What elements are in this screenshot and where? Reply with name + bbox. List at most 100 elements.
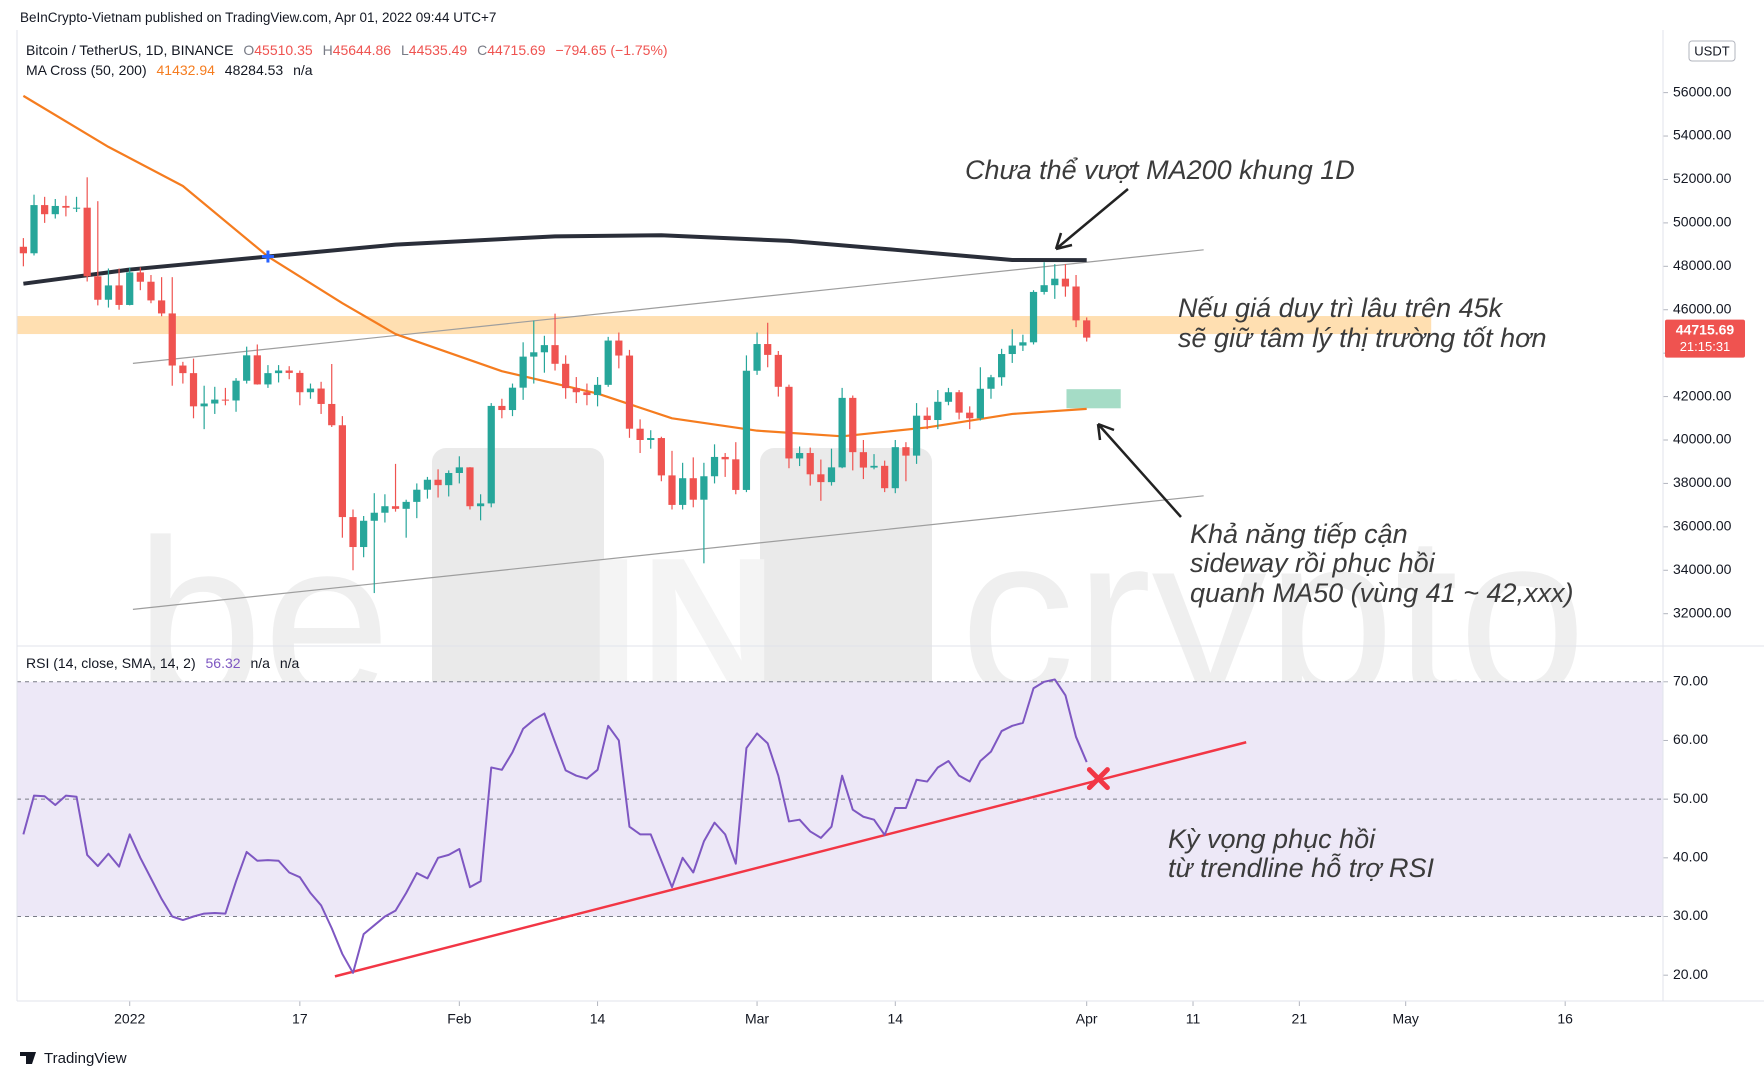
price-tag: [1665, 319, 1745, 358]
candle-body: [657, 438, 665, 476]
y-tick-label: 40000.00: [1673, 431, 1732, 447]
candle-body: [1051, 278, 1059, 286]
trendline: [132, 249, 1204, 364]
candle-body: [147, 281, 155, 301]
x-tick-label: 2022: [114, 1011, 145, 1027]
ma-value: 48284.53: [224, 62, 284, 78]
annotation: Kỳ vọng phục hồi: [1168, 824, 1376, 854]
y-tick-label: 20.00: [1673, 966, 1708, 982]
y-tick-label: 40.00: [1673, 849, 1708, 865]
candle-body: [966, 412, 974, 419]
y-tick-label: 36000.00: [1673, 518, 1732, 534]
candle-body: [455, 467, 463, 474]
candle-body: [19, 246, 27, 254]
candle-body: [349, 517, 357, 548]
candle-body: [157, 300, 166, 314]
candle-body: [189, 373, 198, 407]
y-tick-label: 60.00: [1673, 731, 1708, 747]
rsi-line: [22, 678, 1088, 974]
candle-body: [413, 489, 421, 502]
candle-body: [679, 478, 687, 505]
candle-body: [1008, 345, 1016, 355]
candle-body: [41, 205, 49, 215]
annotation: quanh MA50 (vùng 41 ~ 42,xxx): [1190, 578, 1573, 608]
na: n/a: [293, 62, 313, 78]
ohlc-value: 45644.86: [332, 42, 392, 58]
candle-body: [370, 512, 378, 521]
candle-body: [179, 365, 187, 374]
y-tick-label: 50.00: [1673, 790, 1708, 806]
candle-body: [1029, 291, 1038, 343]
candle-body: [955, 392, 963, 413]
candle-body: [785, 386, 793, 459]
annotation: từ trendline hỗ trợ RSI: [1168, 852, 1435, 883]
y-tick-label: 34000.00: [1673, 561, 1732, 577]
candle-body: [381, 506, 389, 513]
candle-body: [551, 345, 559, 364]
candle-body: [870, 465, 878, 468]
candle-body: [104, 285, 113, 300]
indicator-name: RSI (14, close, SMA, 14, 2): [26, 655, 196, 671]
ma-value: 41432.94: [156, 62, 215, 78]
candle-body: [72, 207, 81, 209]
candle-body: [562, 363, 570, 389]
candle-body: [274, 370, 283, 374]
trendline: [132, 495, 1204, 610]
y-tick-label: 38000.00: [1673, 474, 1732, 490]
candle-body: [540, 345, 549, 353]
candle-body: [944, 392, 953, 402]
candle-body: [987, 377, 995, 389]
candle-body: [572, 388, 580, 393]
candle-body: [530, 352, 538, 357]
candle-body: [764, 344, 772, 355]
candle-body: [593, 384, 602, 396]
footer-logo: TradingView: [20, 1050, 127, 1067]
x-tick-label: Feb: [447, 1011, 471, 1027]
ohlc-label: C: [477, 42, 488, 58]
candle-body: [615, 340, 623, 356]
candle-body: [306, 388, 315, 393]
candle-body: [795, 453, 804, 459]
candle-body: [689, 478, 697, 500]
x-tick-label: 14: [888, 1011, 904, 1027]
y-tick-label: 46000.00: [1673, 300, 1732, 316]
candle-body: [423, 479, 432, 490]
ma-legend: MA Cross (50, 200) 41432.94 48284.53 n/a: [26, 62, 319, 78]
rsi-value: 56.32: [205, 655, 241, 671]
candle-body: [508, 387, 517, 411]
x-tick-label: 14: [590, 1011, 606, 1027]
ohlc-value: 44715.69: [487, 42, 546, 58]
candle-body: [1072, 286, 1080, 321]
candle-body: [753, 344, 761, 371]
candle-body: [30, 205, 38, 254]
candle-body: [817, 474, 825, 483]
candle-body: [976, 388, 984, 419]
candle-body: [94, 276, 102, 300]
x-tick-label: 11: [1186, 1011, 1201, 1027]
candle-body: [1040, 285, 1048, 292]
rsi-legend: RSI (14, close, SMA, 14, 2) 56.32 n/a n/…: [26, 655, 305, 671]
candle-body: [859, 452, 868, 468]
candle-body: [519, 356, 527, 388]
ohlc-label: H: [322, 42, 333, 58]
candle-body: [126, 272, 134, 305]
y-tick-label: 54000.00: [1673, 127, 1732, 143]
x-tick-label: 21: [1292, 1011, 1308, 1027]
candle-body: [1083, 320, 1091, 338]
candle-body: [710, 456, 719, 477]
currency-box: [1688, 40, 1736, 62]
ohlc-value: 45510.35: [254, 42, 313, 58]
y-tick-label: 32000.00: [1673, 604, 1732, 620]
candle-body: [136, 272, 144, 282]
y-tick-label: 30.00: [1673, 907, 1708, 923]
candle-body: [200, 403, 208, 407]
candle-body: [317, 388, 325, 404]
candle-body: [498, 405, 506, 411]
candle-body: [647, 438, 655, 440]
annotation: Khả năng tiếp cận: [1190, 519, 1408, 549]
candle-body: [700, 476, 708, 500]
countdown: 21:15:31: [1680, 339, 1731, 354]
candle-body: [115, 285, 123, 305]
candle-body: [604, 340, 612, 385]
